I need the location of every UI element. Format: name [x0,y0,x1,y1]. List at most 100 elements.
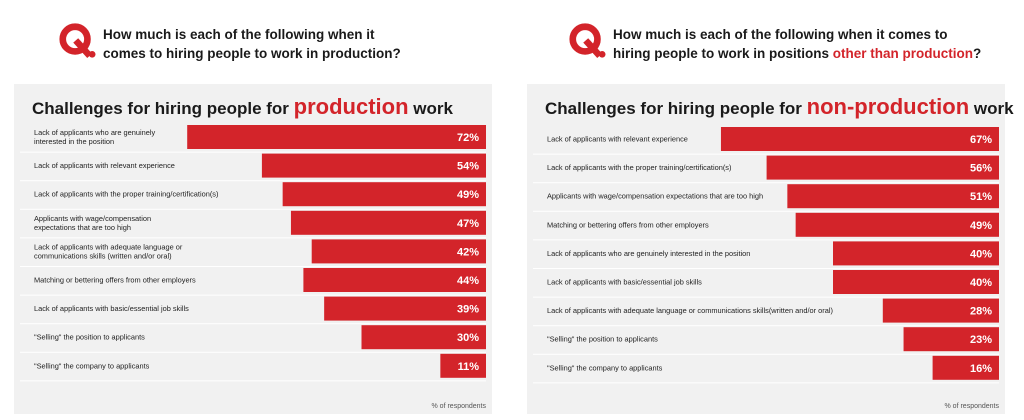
category-label-line: Lack of applicants with basic/essential … [547,278,702,287]
category-label-2: Lack of applicants with the proper train… [547,163,731,172]
bar-6 [303,268,486,292]
category-label-5: Lack of applicants with adequate languag… [34,242,183,260]
right-question-highlight: other than production [832,46,973,61]
bar-6 [833,270,999,294]
right-question-line1: How much is each of the following when i… [613,27,948,42]
category-label-5: Lack of applicants who are genuinely int… [547,249,750,258]
value-label-4: 49% [970,220,992,232]
value-label-7: 39% [457,304,479,316]
value-label-1: 67% [970,134,992,146]
right-question-line2: hiring people to work in positions other… [613,44,981,63]
category-label-3: Applicants with wage/compensation expect… [547,192,763,201]
right-question-line2-suffix: ? [973,46,982,61]
value-label-8: 23% [970,334,992,346]
category-label-1: Lack of applicants with relevant experie… [547,135,688,144]
category-label-line: Lack of applicants with adequate languag… [547,306,833,315]
bar-7 [882,298,999,323]
category-label-2: Lack of applicants with relevant experie… [34,161,175,170]
value-label-3: 49% [457,189,479,201]
category-label-line: Applicants with wage/compensation expect… [547,192,763,201]
value-label-4: 47% [457,218,479,230]
value-label-9: 11% [458,361,480,373]
bar-5 [311,239,486,264]
category-label-line: Lack of applicants with basic/essential … [34,304,189,313]
value-label-1: 72% [457,132,479,144]
category-label-line: Applicants with wage/compensation [34,214,151,223]
category-label-line: Lack of applicants with the proper train… [547,163,731,172]
category-label-line: "Selling" the position to applicants [34,333,145,342]
category-label-4: Applicants with wage/compensation expecta… [34,214,151,232]
non-production-title-suffix: work [969,99,1014,118]
bar-9 [440,353,486,378]
bar-2 [766,155,999,180]
production-panel: Challenges for hiring people for product… [14,84,492,414]
category-label-7: Lack of applicants with basic/essential … [34,304,189,313]
category-label-line: "Selling" the company to applicants [547,363,663,372]
production-bar-chart: 72% Lack of applicants who are genuinely i… [20,125,486,382]
category-label-line: communications skills (written and/or or… [34,251,172,260]
bar-7 [324,296,486,321]
category-label-line: Lack of applicants with the proper train… [34,190,218,199]
non-production-footnote: % of respondents [944,403,999,410]
category-label-line: Lack of applicants who are genuinely int… [547,249,750,258]
category-label-line: Lack of applicants with relevant experie… [547,135,688,144]
production-title-highlight: production [293,94,409,119]
category-label-9: "Selling" the company to applicants [34,361,150,370]
category-label-6: Lack of applicants with basic/essential … [547,278,702,287]
bar-4 [795,212,999,237]
category-label-9: "Selling" the company to applicants [547,363,663,372]
bar-3 [282,182,486,207]
value-label-2: 56% [970,163,992,175]
bar-8 [361,325,486,350]
value-label-6: 40% [970,277,992,289]
value-label-5: 40% [970,248,992,260]
category-label-line: interested in the position [34,137,114,146]
bar-1 [720,127,999,151]
left-question-line2: comes to hiring people to work in produc… [103,46,401,61]
bar-3 [787,184,999,209]
non-production-title-highlight: non-production [806,94,970,119]
category-label-line: expectations that are too high [34,223,131,232]
value-label-7: 28% [970,306,992,318]
value-label-3: 51% [970,191,992,203]
non-production-title-prefix: Challenges for hiring people for [545,99,807,118]
category-label-8: "Selling" the position to applicants [34,333,145,342]
value-label-2: 54% [457,161,479,173]
category-label-line: "Selling" the company to applicants [34,361,150,370]
value-label-5: 42% [457,246,479,258]
production-chart-title: Challenges for hiring people for product… [32,94,453,120]
category-label-3: Lack of applicants with the proper train… [34,190,218,199]
category-label-line: Lack of applicants with adequate languag… [34,242,183,251]
category-label-line: Lack of applicants who are genuinely [34,128,156,137]
bar-9 [932,355,999,380]
category-label-8: "Selling" the position to applicants [547,335,658,344]
non-production-panel: Challenges for hiring people for non-pro… [527,84,1014,414]
bar-4 [290,210,486,235]
bar-8 [903,327,999,352]
non-production-chart-title: Challenges for hiring people for non-pro… [545,94,1014,120]
category-label-7: Lack of applicants with adequate languag… [547,306,833,315]
category-label-line: Matching or bettering offers from other … [547,220,709,229]
production-title-suffix: work [408,99,453,118]
left-question: How much is each of the following when i… [103,25,401,63]
q-logo-right [569,23,606,59]
bar-2 [261,153,486,178]
value-label-6: 44% [457,275,479,287]
value-label-8: 30% [457,332,479,344]
category-label-1: Lack of applicants who are genuinely inte… [34,128,156,146]
q-logo-left [59,23,96,59]
category-label-4: Matching or bettering offers from other … [547,220,709,229]
production-footnote: % of respondents [431,403,486,410]
left-question-line1: How much is each of the following when i… [103,27,375,42]
category-label-line: Matching or bettering offers from other … [34,276,196,285]
category-label-6: Matching or bettering offers from other … [34,276,196,285]
bar-5 [833,241,999,266]
value-label-9: 16% [970,363,992,375]
bar-1 [187,125,486,149]
category-label-line: Lack of applicants with relevant experie… [34,161,175,170]
right-question-line2-prefix: hiring people to work in positions [613,46,833,61]
non-production-bar-chart: 67% Lack of applicants with relevant expe… [533,127,999,384]
category-label-line: "Selling" the position to applicants [547,335,658,344]
production-title-prefix: Challenges for hiring people for [32,99,294,118]
right-question: How much is each of the following when i… [613,25,981,63]
